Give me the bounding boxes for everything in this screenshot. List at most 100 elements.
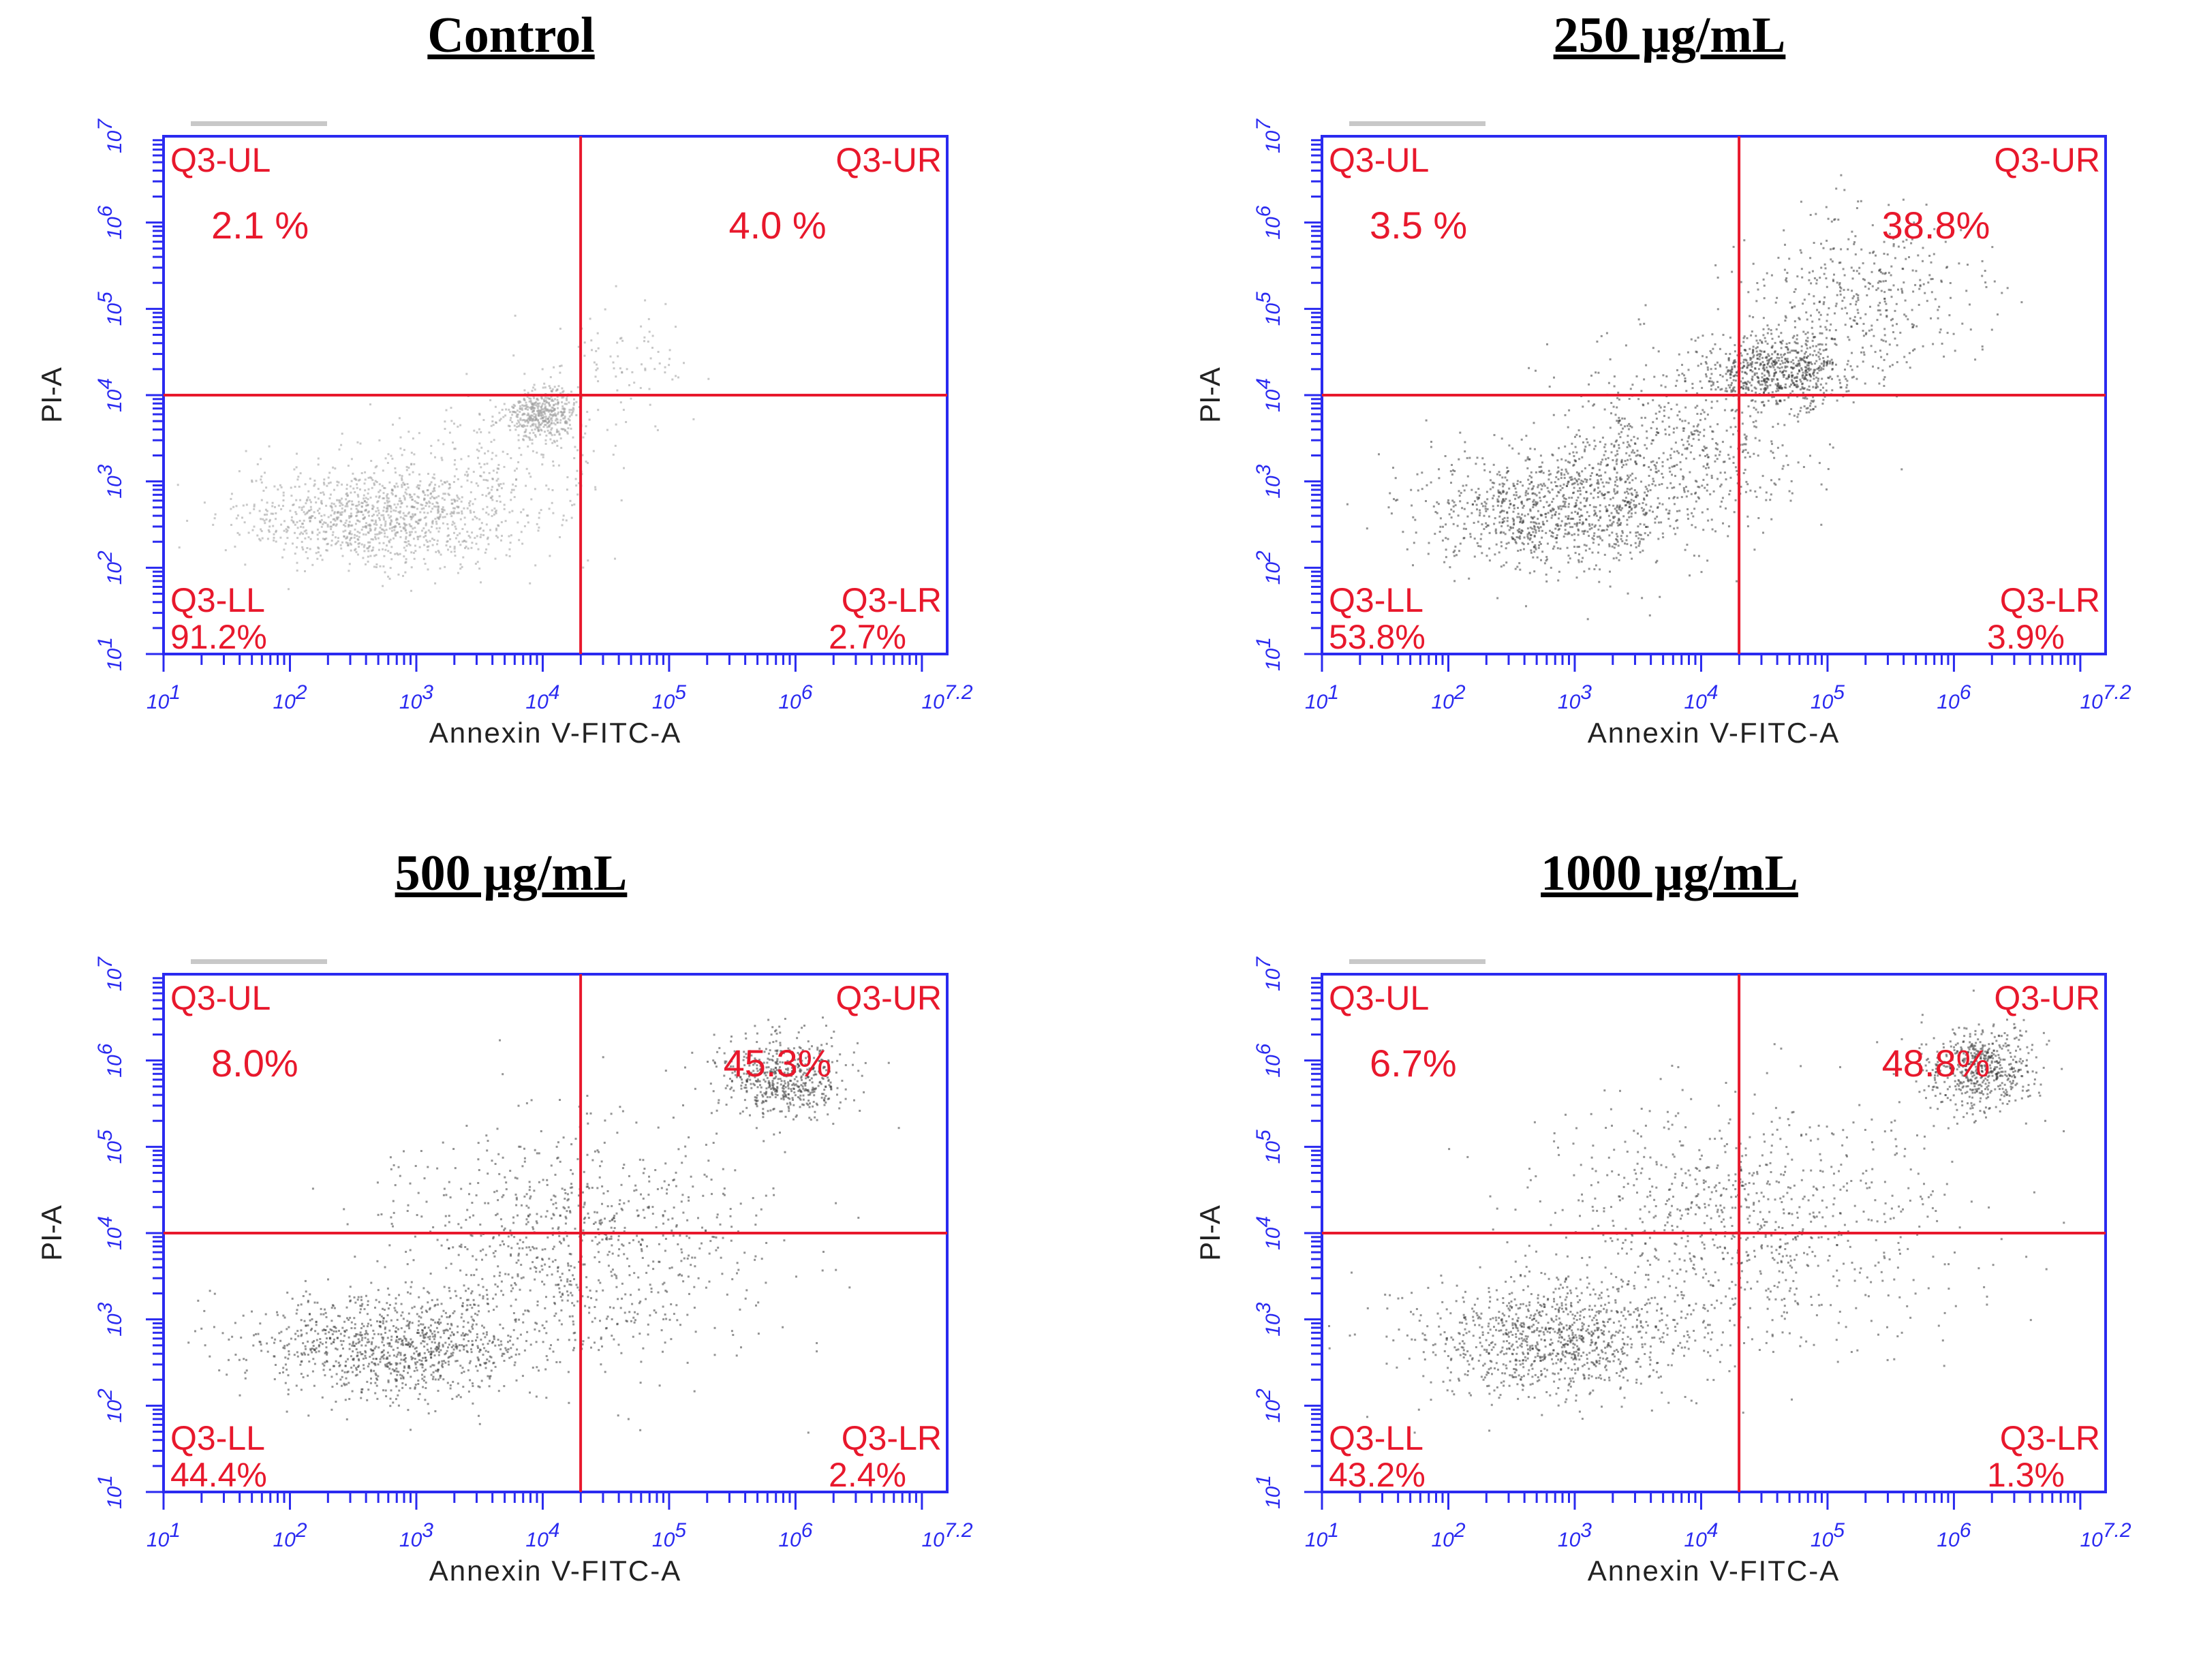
y-tick-label: 104 (1252, 378, 1284, 412)
x-tick-label: 102 (1431, 1519, 1465, 1551)
x-tick-label: 103 (399, 681, 433, 713)
x-tick-label: 102 (273, 681, 307, 713)
x-tick-label: 105 (1811, 681, 1845, 713)
header-bar (191, 959, 327, 964)
quadrant-ul-percent: 6.7% (1370, 1042, 1457, 1085)
y-tick-label: 104 (94, 378, 126, 412)
quadrant-ll-percent: 43.2% (1329, 1456, 1426, 1494)
event-cluster-2 (311, 1039, 900, 1434)
axis-ticks (1304, 977, 2082, 1510)
quadrant-lr-label: Q3-LR (2000, 581, 2100, 619)
y-tick-label: 107 (1252, 119, 1284, 153)
x-axis-label: Annexin V-FITC-A (429, 717, 681, 749)
x-tick-label: 101 (1305, 1519, 1339, 1551)
y-tick-label: 101 (1252, 1475, 1284, 1509)
x-tick-label: 105 (652, 681, 686, 713)
y-tick-label: 106 (94, 205, 126, 239)
quadrant-lr-percent: 1.3% (1987, 1456, 2065, 1494)
y-tick-label: 102 (1252, 550, 1284, 585)
scatter-plot: 101 102 103 104 105 106 107.2 101 102 103 104 105 10… (35, 119, 973, 749)
quadrant-ur-label: Q3-UR (1994, 141, 2100, 179)
y-tick-label: 106 (1252, 1043, 1284, 1077)
quadrant-ll-label: Q3-LL (1329, 1419, 1423, 1457)
event-cluster-1 (1652, 316, 1894, 423)
x-tick-label: 106 (1937, 681, 1971, 713)
y-tick-label: 103 (94, 464, 126, 498)
y-tick-label: 105 (94, 1130, 126, 1164)
x-tick-label: 107.2 (2080, 681, 2131, 713)
y-tick-label: 103 (1252, 464, 1284, 498)
quadrant-ll-percent: 44.4% (170, 1456, 267, 1494)
quadrant-ul-label: Q3-UL (1329, 979, 1429, 1017)
x-tick-label: 103 (1558, 1519, 1592, 1551)
event-cluster-3 (514, 285, 710, 426)
quadrant-ul-percent: 3.5 % (1370, 204, 1467, 247)
event-cluster-2 (1366, 1041, 2065, 1418)
y-tick-label: 106 (94, 1043, 126, 1077)
panel-title: 1000 µg/mL (1541, 845, 1798, 901)
panel-control: Control 101 102 103 104 105 106 107.2 101 102 103… (0, 0, 1022, 804)
x-tick-label: 105 (1811, 1519, 1845, 1551)
quadrant-ll-percent: 91.2% (170, 618, 267, 656)
x-axis-label: Annexin V-FITC-A (429, 1555, 681, 1587)
x-tick-label: 107.2 (921, 681, 972, 713)
scatter-plot: 101 102 103 104 105 106 107.2 101 102 103 104 105 10… (35, 956, 973, 1587)
y-tick-label: 107 (1252, 956, 1284, 991)
quadrant-lr-label: Q3-LR (842, 1419, 942, 1457)
scatter-plot: 101 102 103 104 105 106 107.2 101 102 103 104 105 10… (1194, 119, 2131, 749)
y-tick-label: 103 (1252, 1302, 1284, 1336)
x-tick-label: 103 (399, 1519, 433, 1551)
y-tick-label: 101 (1252, 637, 1284, 671)
quadrant-lr-percent: 2.7% (829, 618, 906, 656)
y-axis-label: PI-A (1194, 367, 1226, 423)
quadrant-ur-percent: 45.3% (724, 1042, 832, 1085)
y-tick-label: 102 (1252, 1388, 1284, 1422)
header-bar (191, 121, 327, 126)
quadrant-ll-label: Q3-LL (1329, 581, 1423, 619)
x-tick-label: 107.2 (2080, 1519, 2131, 1551)
event-dots (176, 285, 710, 592)
y-tick-label: 102 (94, 550, 126, 585)
y-axis-label: PI-A (35, 1205, 67, 1261)
header-bar (1349, 959, 1485, 964)
scatter-plot: 101 102 103 104 105 106 107.2 101 102 103 104 105 10… (1194, 956, 2131, 1587)
event-cluster-2 (340, 354, 659, 585)
y-tick-label: 102 (94, 1388, 126, 1422)
axis-ticks (146, 139, 923, 672)
quadrant-ul-label: Q3-UL (170, 979, 271, 1017)
y-tick-label: 103 (94, 1302, 126, 1336)
event-cluster-0 (1328, 1250, 1736, 1434)
axis-ticks (1304, 139, 2082, 672)
event-cluster-1 (684, 1016, 890, 1153)
quadrant-ur-label: Q3-UR (835, 141, 942, 179)
panel-title: 500 µg/mL (395, 845, 628, 901)
header-bar (1349, 121, 1485, 126)
y-tick-label: 104 (1252, 1216, 1284, 1250)
quadrant-ul-percent: 2.1 % (211, 204, 309, 247)
quadrant-ul-percent: 8.0% (211, 1042, 298, 1085)
event-dots (1346, 174, 2023, 621)
event-cluster-1 (490, 373, 609, 454)
panel-title: Control (427, 7, 595, 63)
event-cluster-2 (1714, 174, 2023, 408)
y-tick-label: 105 (1252, 292, 1284, 326)
quadrant-ur-percent: 48.8% (1882, 1042, 1990, 1085)
quadrant-ll-label: Q3-LL (170, 581, 265, 619)
y-tick-label: 101 (94, 637, 126, 671)
panel-1000: 1000 µg/mL 101 102 103 104 105 106 107.2 101 102… (1158, 838, 2181, 1642)
quadrant-ul-label: Q3-UL (170, 141, 271, 179)
x-tick-label: 104 (1684, 1519, 1718, 1551)
y-axis-label: PI-A (35, 367, 67, 423)
event-dots (1328, 989, 2065, 1434)
x-tick-label: 104 (1684, 681, 1718, 713)
quadrant-ul-label: Q3-UL (1329, 141, 1429, 179)
x-tick-label: 101 (147, 681, 181, 713)
event-cluster-0 (176, 439, 616, 592)
quadrant-ur-percent: 38.8% (1882, 204, 1990, 247)
x-tick-label: 104 (525, 1519, 559, 1551)
quadrant-lr-percent: 3.9% (1987, 618, 2065, 656)
y-tick-label: 104 (94, 1216, 126, 1250)
x-tick-label: 101 (1305, 681, 1339, 713)
y-tick-label: 105 (1252, 1130, 1284, 1164)
x-tick-label: 106 (778, 681, 812, 713)
